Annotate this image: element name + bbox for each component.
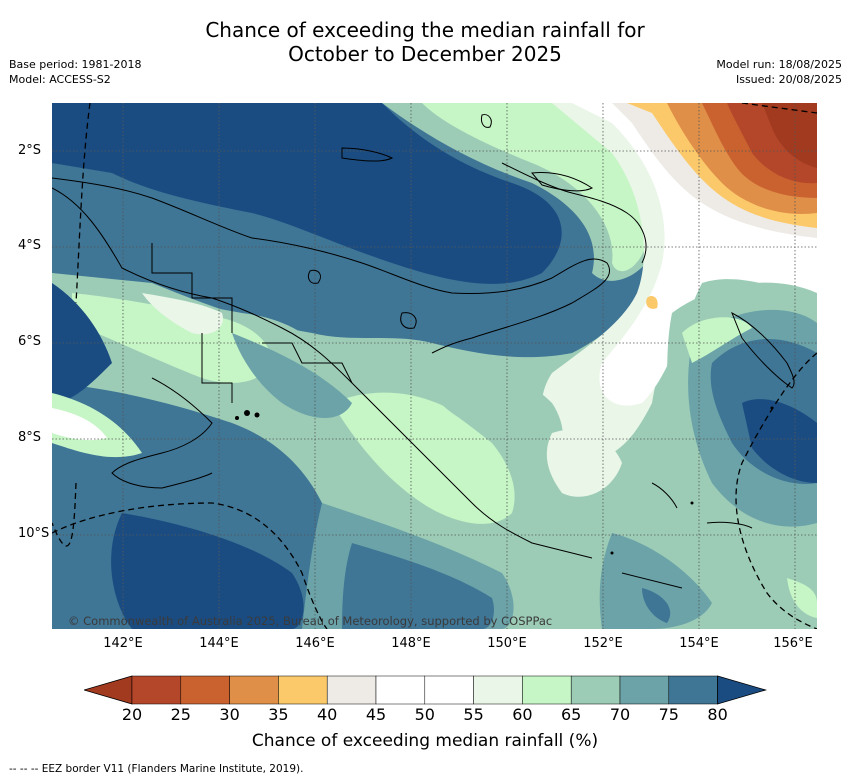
- region-80-southwest: [111, 513, 304, 629]
- colorbar-cell: [180, 675, 230, 705]
- rainfall-map: [52, 103, 817, 629]
- graticule: [52, 103, 817, 629]
- issued-date: Issued: 20/08/2025: [735, 73, 842, 86]
- region-60-west: [142, 293, 223, 335]
- colorbar-extend-high: [717, 675, 768, 705]
- model-name: Model: ACCESS-S2: [9, 73, 111, 86]
- lon-label-156e: 156°E: [773, 636, 813, 651]
- colorbar-label: Chance of exceeding median rainfall (%): [251, 731, 599, 751]
- colorbar-tick-label: 70: [609, 705, 631, 724]
- lat-label-10s: 10°S: [18, 526, 50, 541]
- lon-label-142e: 142°E: [103, 636, 143, 651]
- colorbar-cell: [668, 675, 718, 705]
- lon-label-154e: 154°E: [679, 636, 719, 651]
- lat-label-8s: 8°S: [18, 430, 42, 445]
- region-50-west: [52, 408, 107, 441]
- lon-label-150e: 150°E: [487, 636, 527, 651]
- coastlines: [52, 114, 795, 589]
- colorbar-cell: [522, 675, 572, 705]
- colorbar-extend-low: [84, 675, 133, 705]
- lon-label-152e: 152°E: [583, 636, 623, 651]
- title-line-1: Chance of exceeding the median rainfall …: [205, 18, 645, 42]
- colorbar-tick-label: 55: [463, 705, 484, 724]
- lon-label-146e: 146°E: [295, 636, 335, 651]
- colorbar-cell: [375, 675, 426, 705]
- colorbar-tick-label: 75: [658, 705, 679, 724]
- colorbar-tick-label: 35: [268, 705, 289, 724]
- region-65-east: [682, 317, 752, 363]
- colorbar-tick-label: 25: [170, 705, 191, 724]
- colorbar-tick-label: 20: [121, 705, 143, 724]
- colorbar-cell: [424, 675, 474, 705]
- lat-label-4s: 4°S: [18, 238, 42, 253]
- chart-title: Chance of exceeding the median rainfall …: [0, 18, 850, 66]
- region-65-northstreak: [422, 103, 648, 272]
- colorbar: [84, 675, 768, 705]
- colorbar-cell: [278, 675, 328, 705]
- region-65-west-b: [52, 393, 142, 458]
- lon-label-144e: 144°E: [199, 636, 239, 651]
- colorbar-tick-label: 45: [365, 705, 387, 724]
- region-75-central: [232, 333, 352, 418]
- colorbar-cell: [131, 675, 182, 705]
- colorbar-tick-label: 65: [561, 705, 582, 724]
- colorbar-tick-label: 30: [219, 705, 240, 724]
- colorbar-cell: [326, 675, 377, 705]
- lon-label-148e: 148°E: [391, 636, 431, 651]
- colorbar-tick-label: 40: [317, 705, 338, 724]
- colorbar-cell: [619, 675, 670, 705]
- lat-label-2s: 2°S: [18, 143, 42, 158]
- colorbar-cell: [229, 675, 279, 705]
- eez-borders: [52, 103, 817, 629]
- model-run: Model run: 18/08/2025: [716, 58, 842, 71]
- region-80-east-b: [742, 399, 817, 483]
- region-80-southeast: [642, 588, 671, 623]
- base-period: Base period: 1981-2018: [9, 58, 142, 71]
- meta-left: Base period: 1981-2018 Model: ACCESS-S2: [9, 57, 141, 87]
- region-lt20-northeast: [762, 103, 817, 168]
- region-65-southeast: [787, 578, 817, 618]
- region-65-west: [72, 293, 272, 383]
- colorbar-tick-label: 50: [414, 705, 435, 724]
- region-70-central: [422, 360, 563, 473]
- lat-label-6s: 6°S: [18, 334, 42, 349]
- region-65-central: [332, 392, 515, 524]
- eez-legend-note: -- -- -- EEZ border V11 (Flanders Marine…: [9, 763, 304, 775]
- region-80-north: [52, 103, 562, 284]
- map-canvas: [52, 103, 817, 629]
- title-line-2: October to December 2025: [288, 42, 562, 66]
- copyright-notice: © Commonwealth of Australia 2025, Bureau…: [68, 614, 553, 628]
- colorbar-tick-label: 80: [707, 705, 728, 724]
- region-80-west-edge: [52, 283, 112, 403]
- meta-right: Model run: 18/08/2025 Issued: 20/08/2025: [716, 57, 842, 87]
- colorbar-cell: [473, 675, 523, 705]
- region-80-south: [342, 543, 494, 629]
- colorbar-tick-label: 60: [512, 705, 533, 724]
- colorbar-cell: [570, 675, 621, 705]
- spot-35: [646, 296, 658, 309]
- colorbar-cells: [84, 675, 768, 705]
- islands: [235, 406, 774, 555]
